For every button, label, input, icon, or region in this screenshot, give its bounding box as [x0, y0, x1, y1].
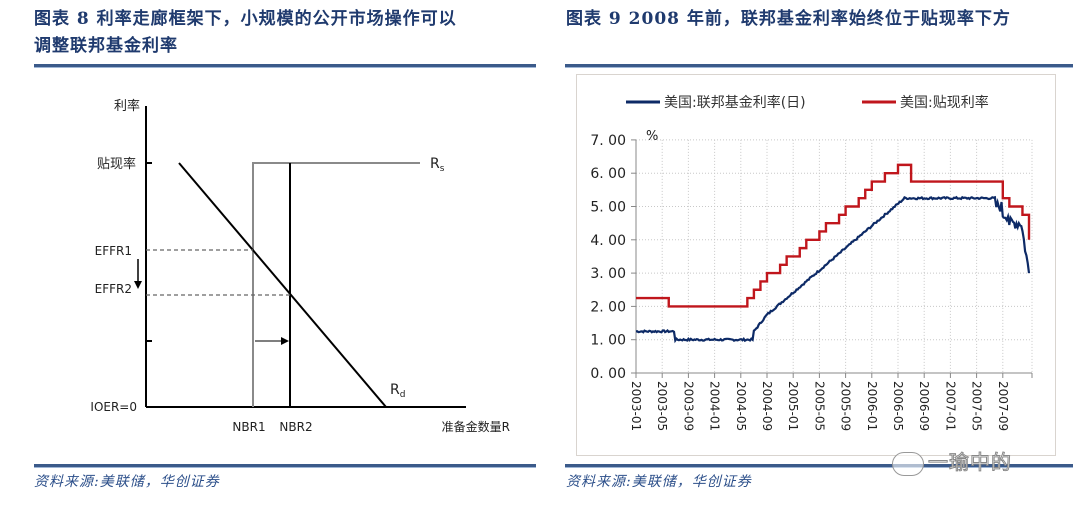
x-tick-labels: 2003-01 2003-05 2003-09 2004-01 2004-05 2004-… [629, 381, 1010, 431]
figure-8-bottom-rule [34, 464, 536, 468]
chart-panel [576, 74, 1056, 456]
reserve-market-diagram: 利率 贴现率 EFFR1 EFFR2 IOER=0 NBR1 NBR2 准备金数… [90, 98, 510, 434]
ioer-label: IOER=0 [90, 400, 137, 414]
figure-8-source: 资料来源:美联储，华创证券 [34, 474, 220, 490]
effr2-label: EFFR2 [95, 282, 132, 296]
effr1-label: EFFR1 [95, 244, 132, 258]
wechat-icon [892, 451, 924, 476]
figure-9-top-rule [565, 64, 1073, 68]
legend-label-fed-funds: 美国:联邦基金利率(日) [664, 94, 806, 111]
svg-text:2004-09: 2004-09 [760, 381, 774, 431]
svg-text:6. 00: 6. 00 [590, 166, 626, 182]
svg-text:2003-05: 2003-05 [655, 381, 669, 431]
svg-text:2006-05: 2006-05 [891, 381, 905, 431]
svg-text:2005-05: 2005-05 [812, 381, 826, 431]
svg-text:2003-01: 2003-01 [629, 381, 643, 431]
legend-label-discount-rate: 美国:贴现利率 [900, 94, 989, 111]
svg-text:2007-01: 2007-01 [943, 381, 957, 431]
svg-text:2006-01: 2006-01 [865, 381, 879, 431]
svg-text:2007-05: 2007-05 [970, 381, 984, 431]
y-unit-label: % [646, 129, 658, 144]
svg-text:7. 00: 7. 00 [590, 133, 626, 149]
wechat-watermark: 一瑜中的 [892, 446, 1012, 476]
supply-curve-rs [252, 162, 420, 407]
nbr2-label: NBR2 [279, 420, 312, 434]
chart-series [635, 163, 1031, 344]
rs-label: Rs [430, 156, 445, 174]
svg-text:1. 00: 1. 00 [590, 333, 626, 349]
svg-text:2004-01: 2004-01 [708, 381, 722, 431]
svg-text:0. 00: 0. 00 [590, 366, 626, 382]
svg-text:5. 00: 5. 00 [590, 200, 626, 216]
nbr1-label: NBR1 [232, 420, 265, 434]
rd-label: Rd [390, 382, 405, 400]
svg-text:2003-09: 2003-09 [681, 381, 695, 431]
svg-text:2004-05: 2004-05 [734, 381, 748, 431]
svg-text:2005-01: 2005-01 [786, 381, 800, 431]
discount-rate-label: 贴现率 [97, 156, 136, 172]
fed-funds-rate-line [635, 195, 1031, 344]
y-tick-labels: 0. 00 1. 00 2. 00 3. 00 4. 00 5. 00 6. 00 7. 00 [590, 133, 626, 382]
chart-axes [631, 139, 1033, 378]
svg-text:2006-09: 2006-09 [917, 381, 931, 431]
figure-9-title: 图表 9 2008 年前，联邦基金利率始终位于贴现率下方 [566, 9, 1011, 29]
svg-text:2007-09: 2007-09 [996, 381, 1010, 431]
figure-9-source: 资料来源:美联储，华创证券 [566, 474, 752, 490]
chart-legend: 美国:联邦基金利率(日) 美国:贴现利率 [626, 94, 989, 111]
svg-text:2. 00: 2. 00 [590, 299, 626, 315]
svg-text:4. 00: 4. 00 [590, 233, 626, 249]
figure-8-title-line1: 图表 8 利率走廊框架下，小规模的公开市场操作可以 [34, 9, 457, 29]
discount-rate-line [636, 163, 1031, 308]
y-axis-label: 利率 [114, 98, 140, 114]
svg-text:3. 00: 3. 00 [590, 266, 626, 282]
x-axis-label: 准备金数量R [442, 419, 510, 434]
figure-9-bottom-rule [565, 464, 1073, 468]
figure-8-top-rule [34, 64, 536, 68]
svg-text:2005-09: 2005-09 [839, 381, 853, 431]
figure-8-title: 图表 8 利率走廊框架下，小规模的公开市场操作可以 调整联邦基金利率 [34, 6, 544, 60]
demand-curve-rd [178, 162, 387, 408]
figure-8-title-line2: 调整联邦基金利率 [34, 36, 178, 56]
